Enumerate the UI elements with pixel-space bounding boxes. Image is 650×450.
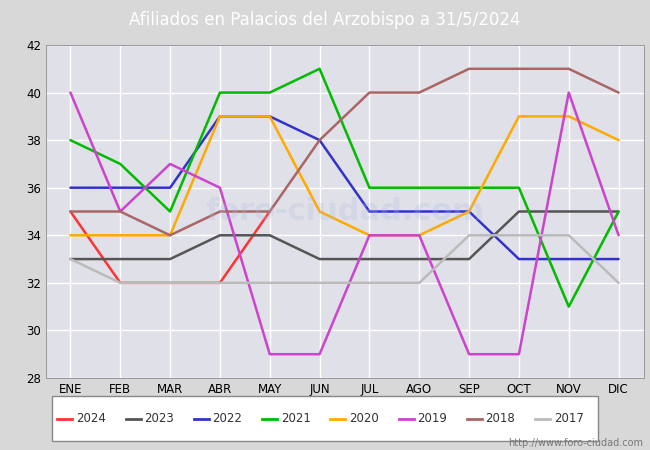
Text: 2021: 2021: [281, 412, 311, 425]
Text: 2020: 2020: [349, 412, 379, 425]
Text: 2022: 2022: [213, 412, 242, 425]
Text: http://www.foro-ciudad.com: http://www.foro-ciudad.com: [508, 438, 644, 448]
Text: 2023: 2023: [144, 412, 174, 425]
Text: 2017: 2017: [554, 412, 584, 425]
Text: 2019: 2019: [417, 412, 447, 425]
Text: foro-ciudad.com: foro-ciudad.com: [205, 197, 484, 226]
FancyBboxPatch shape: [52, 396, 598, 441]
Text: Afiliados en Palacios del Arzobispo a 31/5/2024: Afiliados en Palacios del Arzobispo a 31…: [129, 11, 521, 29]
Text: 2018: 2018: [486, 412, 515, 425]
Text: 2024: 2024: [76, 412, 106, 425]
